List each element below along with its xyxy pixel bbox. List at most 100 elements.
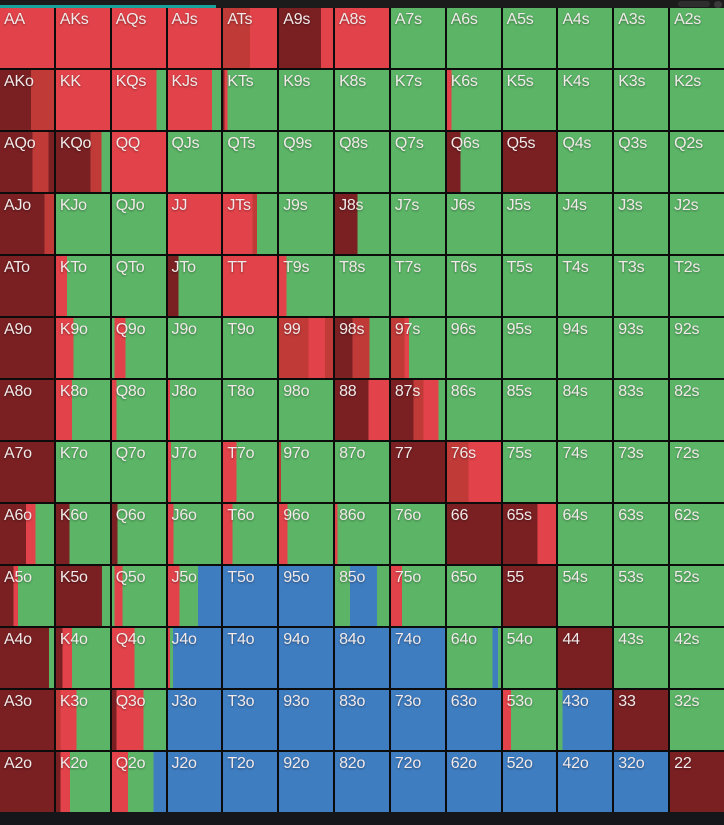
hand-cell-T2s[interactable]: T2s (670, 256, 724, 316)
hand-cell-K5s[interactable]: K5s (502, 70, 557, 130)
hand-cell-TT[interactable]: TT (223, 256, 278, 316)
hand-cell-Q9s[interactable]: Q9s (279, 132, 334, 192)
hand-cell-T3s[interactable]: T3s (614, 256, 669, 316)
hand-cell-87o[interactable]: 87o (335, 442, 389, 502)
hand-cell-A7s[interactable]: A7s (390, 8, 445, 68)
hand-cell-53s[interactable]: 53s (614, 566, 669, 626)
hand-cell-K9s[interactable]: K9s (279, 70, 334, 130)
hand-cell-93s[interactable]: 93s (614, 318, 669, 378)
hand-cell-K9o[interactable]: K9o (55, 318, 110, 378)
hand-cell-22[interactable]: 22 (670, 752, 724, 812)
hand-cell-K6o[interactable]: K6o (55, 504, 110, 564)
hand-cell-32o[interactable]: 32o (614, 752, 669, 812)
hand-cell-T7o[interactable]: T7o (223, 442, 278, 502)
hand-cell-75o[interactable]: 75o (390, 566, 445, 626)
hand-cell-Q6o[interactable]: Q6o (111, 504, 166, 564)
hand-cell-JTo[interactable]: JTo (167, 256, 222, 316)
hand-cell-K4o[interactable]: K4o (55, 628, 110, 688)
hand-cell-63o[interactable]: 63o (446, 690, 501, 750)
hand-cell-J9o[interactable]: J9o (167, 318, 222, 378)
hand-cell-J5s[interactable]: J5s (502, 194, 557, 254)
hand-cell-98o[interactable]: 98o (279, 380, 334, 440)
hand-cell-AQs[interactable]: AQs (111, 8, 166, 68)
hand-cell-T5o[interactable]: T5o (223, 566, 278, 626)
hand-cell-94s[interactable]: 94s (558, 318, 613, 378)
hand-cell-J6s[interactable]: J6s (446, 194, 501, 254)
hand-cell-KJo[interactable]: KJo (55, 194, 110, 254)
hand-cell-J7s[interactable]: J7s (390, 194, 445, 254)
hand-cell-43s[interactable]: 43s (614, 628, 669, 688)
hand-cell-J2o[interactable]: J2o (167, 752, 222, 812)
hand-cell-J5o[interactable]: J5o (167, 566, 222, 626)
hand-cell-J4o[interactable]: J4o (167, 628, 222, 688)
hand-cell-Q4s[interactable]: Q4s (558, 132, 613, 192)
hand-cell-Q2o[interactable]: Q2o (111, 752, 166, 812)
hand-cell-63s[interactable]: 63s (614, 504, 669, 564)
hand-cell-KJs[interactable]: KJs (167, 70, 222, 130)
hand-cell-A5o[interactable]: A5o (0, 566, 54, 626)
hand-cell-A2s[interactable]: A2s (670, 8, 724, 68)
hand-cell-K5o[interactable]: K5o (55, 566, 110, 626)
hand-cell-J3o[interactable]: J3o (167, 690, 222, 750)
hand-cell-K7o[interactable]: K7o (55, 442, 110, 502)
hand-cell-62s[interactable]: 62s (670, 504, 724, 564)
top-bar-button[interactable] (678, 1, 710, 7)
hand-cell-K2s[interactable]: K2s (670, 70, 724, 130)
hand-cell-A3s[interactable]: A3s (614, 8, 669, 68)
hand-cell-42o[interactable]: 42o (558, 752, 613, 812)
hand-cell-AQo[interactable]: AQo (0, 132, 54, 192)
hand-cell-85o[interactable]: 85o (335, 566, 389, 626)
hand-cell-QQ[interactable]: QQ (111, 132, 166, 192)
hand-cell-64o[interactable]: 64o (446, 628, 501, 688)
hand-cell-44[interactable]: 44 (558, 628, 613, 688)
hand-cell-93o[interactable]: 93o (279, 690, 334, 750)
hand-cell-92o[interactable]: 92o (279, 752, 334, 812)
hand-cell-T8s[interactable]: T8s (335, 256, 389, 316)
hand-cell-AJs[interactable]: AJs (167, 8, 222, 68)
hand-cell-T4o[interactable]: T4o (223, 628, 278, 688)
hand-cell-54s[interactable]: 54s (558, 566, 613, 626)
hand-cell-94o[interactable]: 94o (279, 628, 334, 688)
hand-cell-KQo[interactable]: KQo (55, 132, 110, 192)
hand-cell-J8o[interactable]: J8o (167, 380, 222, 440)
hand-cell-33[interactable]: 33 (614, 690, 669, 750)
hand-cell-K8s[interactable]: K8s (335, 70, 389, 130)
hand-cell-J4s[interactable]: J4s (558, 194, 613, 254)
hand-cell-ATs[interactable]: ATs (223, 8, 278, 68)
hand-cell-72o[interactable]: 72o (390, 752, 445, 812)
hand-cell-A6s[interactable]: A6s (446, 8, 501, 68)
hand-cell-87s[interactable]: 87s (390, 380, 445, 440)
hand-cell-72s[interactable]: 72s (670, 442, 724, 502)
hand-cell-97s[interactable]: 97s (390, 318, 445, 378)
hand-cell-QTo[interactable]: QTo (111, 256, 166, 316)
hand-cell-K8o[interactable]: K8o (55, 380, 110, 440)
hand-cell-65o[interactable]: 65o (446, 566, 501, 626)
hand-cell-J8s[interactable]: J8s (335, 194, 389, 254)
hand-cell-JJ[interactable]: JJ (167, 194, 222, 254)
hand-cell-AA[interactable]: AA (0, 8, 54, 68)
hand-cell-Q6s[interactable]: Q6s (446, 132, 501, 192)
hand-cell-73s[interactable]: 73s (614, 442, 669, 502)
hand-cell-A6o[interactable]: A6o (0, 504, 54, 564)
hand-cell-A5s[interactable]: A5s (502, 8, 557, 68)
hand-cell-95s[interactable]: 95s (502, 318, 557, 378)
hand-cell-97o[interactable]: 97o (279, 442, 334, 502)
hand-cell-74o[interactable]: 74o (390, 628, 445, 688)
hand-cell-77[interactable]: 77 (390, 442, 445, 502)
hand-cell-83s[interactable]: 83s (614, 380, 669, 440)
hand-cell-Q5s[interactable]: Q5s (502, 132, 557, 192)
hand-cell-84s[interactable]: 84s (558, 380, 613, 440)
hand-cell-T9s[interactable]: T9s (279, 256, 334, 316)
hand-cell-98s[interactable]: 98s (335, 318, 389, 378)
hand-cell-Q3s[interactable]: Q3s (614, 132, 669, 192)
hand-cell-J3s[interactable]: J3s (614, 194, 669, 254)
hand-cell-AKs[interactable]: AKs (55, 8, 110, 68)
hand-cell-86o[interactable]: 86o (335, 504, 389, 564)
hand-cell-Q9o[interactable]: Q9o (111, 318, 166, 378)
hand-cell-42s[interactable]: 42s (670, 628, 724, 688)
hand-cell-QTs[interactable]: QTs (223, 132, 278, 192)
hand-cell-73o[interactable]: 73o (390, 690, 445, 750)
hand-cell-85s[interactable]: 85s (502, 380, 557, 440)
hand-cell-A8s[interactable]: A8s (335, 8, 389, 68)
hand-cell-A3o[interactable]: A3o (0, 690, 54, 750)
